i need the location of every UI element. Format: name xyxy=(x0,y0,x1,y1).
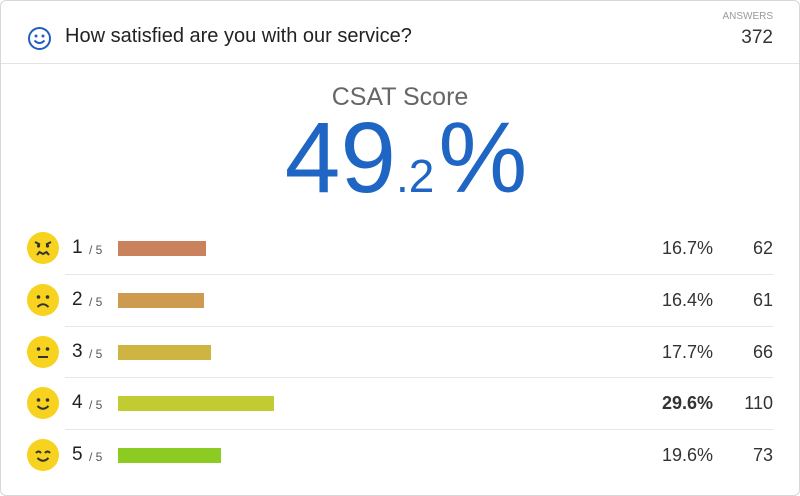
rating-scale: / 5 xyxy=(89,243,103,257)
bar xyxy=(118,396,274,412)
row-separator xyxy=(65,429,773,431)
header: How satisfied are you with our service? … xyxy=(1,1,799,64)
rating-scale: / 5 xyxy=(89,398,103,413)
rating-scale: / 5 xyxy=(89,294,103,309)
count: 66 xyxy=(752,341,773,362)
count: 110 xyxy=(744,393,773,414)
answers-count: 372 xyxy=(741,27,773,48)
rating-face xyxy=(27,232,59,264)
rating-face xyxy=(27,283,59,316)
rating: 4 xyxy=(72,392,83,414)
rating-face xyxy=(27,387,59,420)
bar xyxy=(118,241,206,256)
rating: 3 xyxy=(72,340,83,362)
rating-face xyxy=(27,439,59,472)
bar xyxy=(118,448,222,464)
score-label: CSAT Score xyxy=(331,83,469,111)
bar xyxy=(118,292,205,308)
score: 49 .2 % xyxy=(1,101,799,216)
count: 73 xyxy=(752,445,773,466)
count: 61 xyxy=(752,289,773,310)
rating: 5 xyxy=(72,444,83,466)
rating-row: 4 / 5 29.6% 110 xyxy=(1,377,799,428)
row-separator xyxy=(65,273,773,275)
row-separator xyxy=(65,377,773,379)
score-whole: 49 xyxy=(284,102,396,214)
percent: 29.6% xyxy=(661,393,713,414)
row-separator xyxy=(65,325,773,327)
answers-label: ANSWERS xyxy=(722,11,773,22)
rating-scale: / 5 xyxy=(89,450,103,465)
rating: 2 xyxy=(72,288,83,310)
count: 62 xyxy=(752,238,773,258)
percent: 17.7% xyxy=(661,341,713,362)
percent: 16.7% xyxy=(661,238,713,258)
rating-row: 3 / 5 17.7% 66 xyxy=(1,325,799,377)
rating-row: 2 / 5 16.4% 61 xyxy=(1,273,799,325)
rating-face xyxy=(27,335,59,368)
rating-row: 5 / 5 19.6% 73 xyxy=(1,429,799,480)
rating-scale: / 5 xyxy=(89,346,103,361)
percent: 19.6% xyxy=(661,445,713,466)
rating: 1 xyxy=(72,237,83,258)
question-title: How satisfied are you with our service? xyxy=(65,25,412,47)
score-fraction: .2 xyxy=(395,150,435,202)
score-symbol: % xyxy=(438,102,528,214)
rating-row: 1 / 5 16.7% 62 xyxy=(1,222,799,273)
percent: 16.4% xyxy=(661,289,713,310)
bar xyxy=(118,344,212,360)
header-icon xyxy=(28,27,51,50)
